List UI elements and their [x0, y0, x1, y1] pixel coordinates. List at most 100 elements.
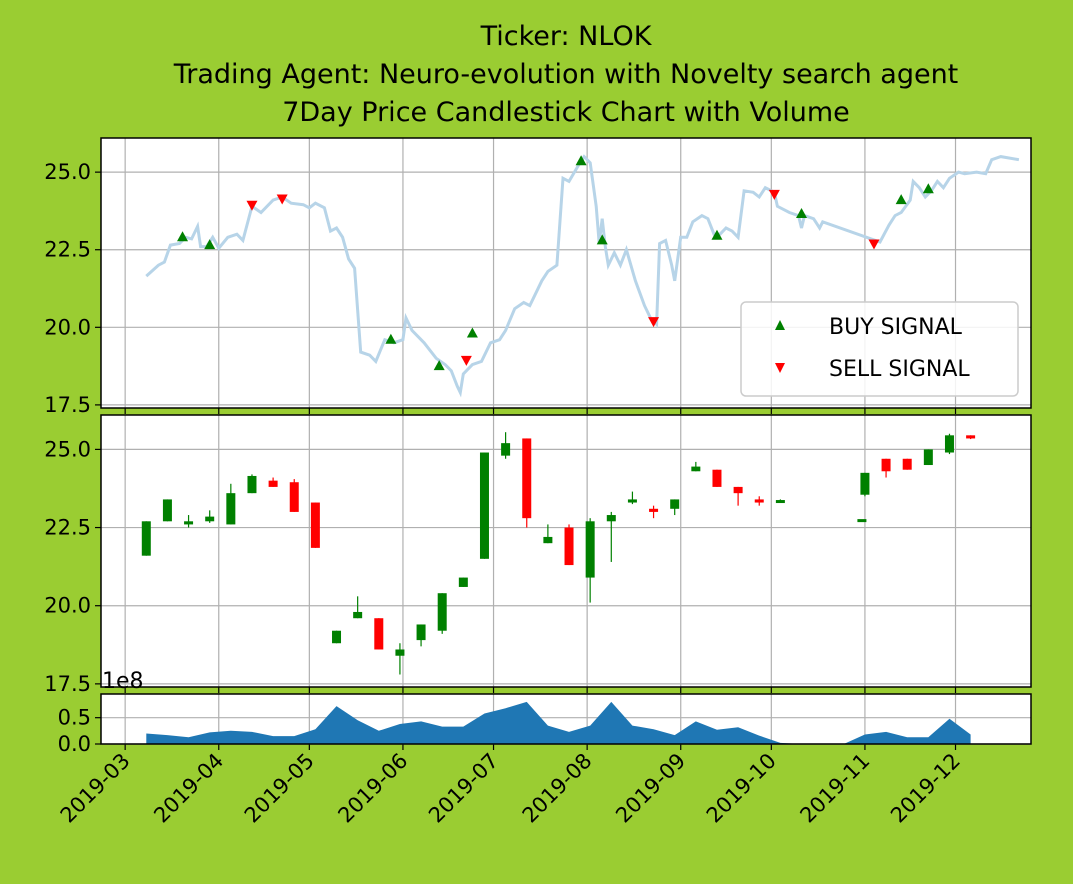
candle: [458, 577, 468, 587]
candle-body: [458, 577, 468, 587]
candle-body: [860, 472, 870, 495]
candle-ytick-label: 25.0: [44, 437, 91, 461]
candle-body: [395, 649, 405, 656]
candle-body: [670, 499, 680, 509]
candle: [775, 499, 785, 504]
candle-body: [374, 618, 384, 650]
candle: [860, 472, 870, 497]
candle-body: [162, 499, 172, 522]
x-tick-label: 2019-05: [240, 749, 319, 828]
x-tick-label: 2019-11: [795, 749, 874, 828]
candle-layer: [141, 432, 976, 675]
chart-subtitle-2: 7Day Price Candlestick Chart with Volume: [282, 97, 850, 128]
candle-body: [184, 521, 194, 525]
sell-signal-marker: [276, 194, 288, 205]
volume-panel: 0.00.5 1e8: [58, 669, 1032, 756]
candle-body: [585, 521, 595, 578]
volume-area: [146, 701, 971, 744]
candle-body: [923, 449, 933, 466]
candle: [649, 505, 659, 519]
candle-body: [966, 435, 976, 439]
volume-layer: [146, 701, 971, 744]
candle: [754, 496, 764, 506]
candle-body: [289, 482, 299, 512]
candle-body: [205, 516, 215, 522]
candle-body: [479, 452, 489, 559]
candle: [416, 624, 426, 647]
candle-body: [649, 508, 659, 512]
legend-box: [740, 301, 1019, 397]
candle: [857, 519, 867, 523]
sell-signal-marker: [768, 189, 780, 200]
candle-body: [775, 500, 785, 504]
price-ytick-label: 17.5: [44, 393, 91, 417]
candle: [564, 524, 574, 566]
candle-body: [564, 527, 574, 566]
price-ytick-label: 20.0: [44, 315, 91, 339]
candle-ytick-label: 17.5: [44, 672, 91, 696]
buy-signal-marker: [596, 234, 608, 245]
sell-signal-marker: [246, 200, 258, 211]
buy-signal-marker: [466, 327, 478, 338]
volume-ytick-label: 0.5: [58, 706, 91, 730]
candle: [944, 433, 954, 455]
price-line-layer: [145, 154, 1020, 398]
buy-signal-marker: [385, 333, 397, 344]
candle-body: [353, 611, 363, 619]
candle-panel: 17.5 20.0 22.5 25.0: [44, 414, 1032, 696]
candle: [966, 435, 976, 440]
buy-signal-marker: [177, 231, 189, 242]
candle: [437, 593, 447, 634]
x-tick-label: 2019-10: [702, 749, 781, 828]
candle-body: [332, 630, 342, 644]
x-tick-label: 2019-07: [424, 749, 503, 828]
sell-signal-marker: [460, 355, 472, 366]
candle: [881, 458, 891, 478]
price-ytick-label: 22.5: [44, 238, 91, 262]
candle-body: [627, 499, 637, 503]
candle: [627, 491, 637, 505]
candle-body: [310, 502, 320, 548]
candle: [479, 452, 489, 559]
x-tick-label: 2019-08: [518, 749, 597, 828]
buy-signal-marker: [796, 208, 808, 219]
candle-body: [226, 493, 236, 525]
candle-body: [881, 458, 891, 472]
price-axes-frame: [100, 137, 1032, 409]
candle-body: [437, 593, 447, 631]
sell-signal-marker: [868, 239, 880, 250]
volume-axes-frame: [100, 693, 1032, 745]
chart-titles: Ticker: NLOK Trading Agent: Neuro-evolut…: [173, 21, 959, 128]
candle: [670, 499, 680, 516]
candle: [712, 469, 722, 487]
x-tick-label: 2019-09: [611, 749, 690, 828]
buy-signal-marker: [575, 155, 587, 166]
x-tick-label: 2019-12: [886, 749, 965, 828]
buy-legend-label: BUY SIGNAL: [829, 315, 963, 340]
buy-legend-marker: [775, 320, 785, 330]
candle: [691, 461, 701, 472]
candle: [374, 618, 384, 650]
candle-body: [141, 521, 151, 556]
price-ytick-label: 25.0: [44, 160, 91, 184]
candle: [310, 502, 320, 548]
price-panel: 17.5 20.0 22.5 25.0 BUY SIGNAL SELL SIGNAL: [44, 137, 1032, 417]
chart-title: Ticker: NLOK: [480, 21, 653, 52]
buy-signal-marker: [922, 183, 934, 194]
buy-signal-marker: [711, 229, 723, 240]
candle-body: [606, 515, 616, 522]
candle: [733, 486, 743, 506]
price-signals: [177, 155, 934, 371]
buy-signal-marker: [895, 194, 907, 205]
legend: BUY SIGNAL SELL SIGNAL: [740, 301, 1019, 397]
volume-y-axis: 0.00.5: [58, 706, 101, 756]
price-y-axis: 17.5 20.0 22.5 25.0: [44, 160, 101, 417]
candle: [162, 499, 172, 522]
candle-body: [501, 443, 511, 456]
candle: [268, 477, 278, 487]
candle-ytick-label: 22.5: [44, 516, 91, 540]
candle: [522, 438, 532, 528]
candle: [184, 515, 194, 528]
candle-y-axis: 17.5 20.0 22.5 25.0: [44, 437, 101, 696]
